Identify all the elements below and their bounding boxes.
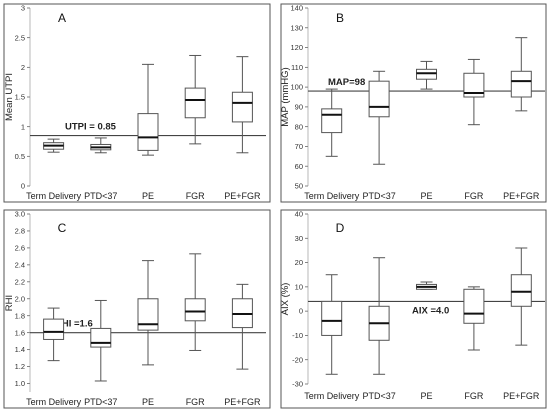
y-tick-label: -10 bbox=[292, 331, 303, 340]
reference-label: AIX =4.0 bbox=[412, 305, 449, 316]
y-tick-label: 120 bbox=[290, 43, 303, 52]
category-label: PE bbox=[420, 191, 432, 201]
y-tick-label: 2.5 bbox=[15, 33, 25, 42]
panel-letter: A bbox=[58, 11, 66, 25]
box-iqr bbox=[231, 91, 253, 123]
box-iqr bbox=[321, 300, 343, 336]
category-label: FGR bbox=[186, 191, 205, 201]
category-label: PTD<37 bbox=[362, 191, 395, 201]
y-tick-label: 2.2 bbox=[15, 277, 25, 286]
box-iqr bbox=[368, 80, 390, 118]
y-tick-label: 2 bbox=[21, 63, 25, 72]
category-label: PE bbox=[142, 397, 154, 407]
y-tick-label: 1.5 bbox=[15, 93, 25, 102]
y-tick-label: 2.4 bbox=[15, 260, 25, 269]
reference-label: RHI =1.6 bbox=[55, 319, 93, 330]
panel-letter: D bbox=[336, 221, 345, 235]
category-label: FGR bbox=[186, 397, 205, 407]
y-tick-label: 2.8 bbox=[15, 227, 25, 236]
y-tick-label: 0 bbox=[299, 307, 303, 316]
panel-frame bbox=[3, 209, 271, 409]
y-tick-label: 10 bbox=[295, 282, 303, 291]
box-iqr bbox=[137, 298, 159, 331]
y-tick-label: 40 bbox=[295, 210, 303, 219]
y-tick-label: 50 bbox=[295, 182, 303, 191]
category-label: PE bbox=[142, 191, 154, 201]
category-label: Term Delivery bbox=[26, 191, 82, 201]
box-iqr bbox=[90, 327, 112, 348]
y-tick-label: 110 bbox=[291, 63, 303, 72]
box-iqr bbox=[463, 288, 485, 324]
category-label: Term Delivery bbox=[304, 391, 360, 401]
panel-frame bbox=[280, 3, 547, 203]
category-label: Term Delivery bbox=[304, 191, 360, 201]
y-tick-label: 1.2 bbox=[15, 362, 25, 371]
category-label: PTD<37 bbox=[84, 191, 117, 201]
box-iqr bbox=[137, 113, 159, 151]
box-iqr bbox=[43, 318, 65, 340]
box-iqr bbox=[510, 70, 532, 98]
reference-label: MAP=98 bbox=[328, 77, 365, 88]
category-label: PTD<37 bbox=[84, 397, 117, 407]
category-label: PE+FGR bbox=[224, 191, 261, 201]
y-tick-label: 1.0 bbox=[15, 379, 25, 388]
y-tick-label: 0 bbox=[21, 182, 25, 191]
y-tick-label: 90 bbox=[295, 102, 303, 111]
box-iqr bbox=[184, 87, 206, 119]
y-tick-label: 80 bbox=[295, 122, 303, 131]
y-tick-label: 3 bbox=[21, 4, 25, 13]
y-tick-label: 60 bbox=[295, 162, 303, 171]
category-label: FGR bbox=[464, 191, 483, 201]
y-tick-label: 0.5 bbox=[15, 152, 25, 161]
category-label: PE+FGR bbox=[503, 191, 540, 201]
y-tick-label: 100 bbox=[290, 83, 303, 92]
category-label: PTD<37 bbox=[362, 391, 395, 401]
box-iqr bbox=[184, 298, 206, 322]
y-tick-label: 1.6 bbox=[15, 328, 25, 337]
category-label: PE bbox=[420, 391, 432, 401]
y-axis-label: MAP (mmHG) bbox=[280, 67, 291, 126]
category-label: FGR bbox=[464, 391, 483, 401]
y-tick-label: -20 bbox=[292, 355, 303, 364]
category-label: PE+FGR bbox=[503, 391, 540, 401]
y-tick-label: 20 bbox=[295, 258, 303, 267]
box-iqr bbox=[510, 274, 532, 307]
category-label: Term Delivery bbox=[26, 397, 82, 407]
y-tick-label: 2.0 bbox=[15, 294, 25, 303]
y-tick-label: 30 bbox=[295, 234, 303, 243]
reference-label: UTPI = 0.85 bbox=[65, 122, 117, 133]
y-tick-label: 70 bbox=[295, 142, 303, 151]
category-label: PE+FGR bbox=[224, 397, 261, 407]
box-iqr bbox=[321, 108, 343, 134]
y-axis-label: RHI bbox=[4, 295, 15, 311]
y-tick-label: 2.6 bbox=[15, 244, 25, 253]
y-tick-label: -30 bbox=[292, 380, 303, 389]
y-axis-label: Mean UTPI bbox=[4, 73, 15, 121]
y-tick-label: 1.8 bbox=[15, 311, 25, 320]
y-tick-label: 3.0 bbox=[15, 210, 25, 219]
y-tick-label: 140 bbox=[290, 4, 303, 13]
panel-letter: B bbox=[336, 11, 344, 25]
y-tick-label: 130 bbox=[290, 23, 303, 32]
panel-letter: C bbox=[58, 221, 67, 235]
y-tick-label: 1.4 bbox=[15, 345, 25, 354]
panel-frame bbox=[3, 3, 271, 203]
y-axis-label: AIX (%) bbox=[280, 283, 291, 316]
panel-frame bbox=[280, 209, 547, 409]
box-iqr bbox=[463, 72, 485, 98]
y-tick-label: 1 bbox=[21, 122, 25, 131]
